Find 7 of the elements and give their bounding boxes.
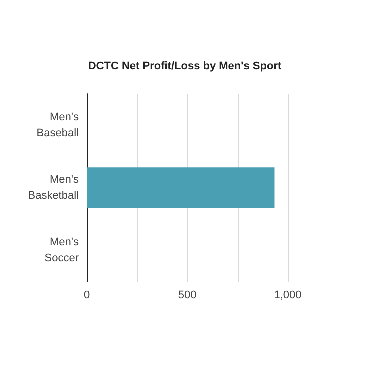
x-tick-label: 0 xyxy=(84,290,90,302)
y-tick-label: Men's Basketball xyxy=(28,174,80,202)
x-tick-label: 500 xyxy=(178,290,197,302)
y-tick-label: Men's Baseball xyxy=(36,111,80,140)
x-tick-label: 1,000 xyxy=(274,290,302,302)
y-tick-label: Men's Soccer xyxy=(44,236,80,265)
chart-title: DCTC Net Profit/Loss by Men's Sport xyxy=(88,60,282,72)
